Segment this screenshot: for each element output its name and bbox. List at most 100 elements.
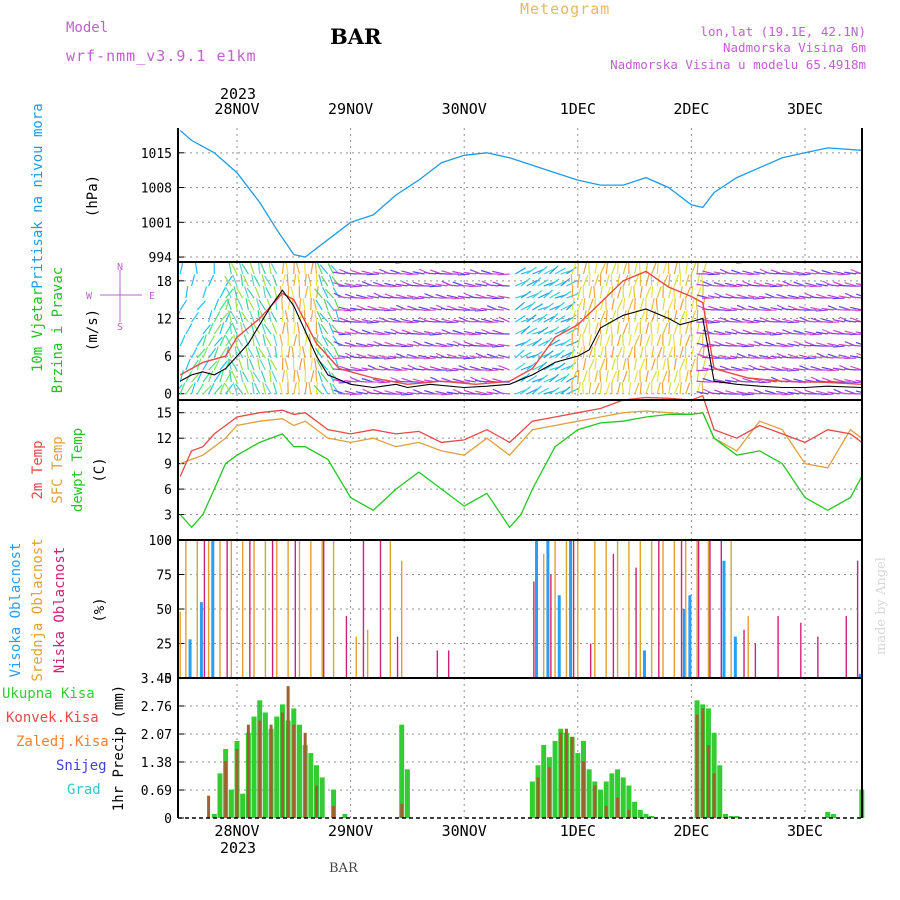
wind-arrow (446, 284, 459, 287)
wind-arrow (554, 267, 566, 275)
top-date-label: 3DEC (787, 100, 823, 118)
wind-arrow (486, 391, 499, 395)
wind-arrow (775, 331, 789, 335)
precip-conv-bar (706, 744, 710, 818)
wind-arrow (257, 358, 261, 371)
wind-arrow (526, 340, 538, 347)
wind-arrow (469, 333, 482, 336)
wind-arrow (668, 346, 674, 359)
wind-arrow (324, 337, 334, 347)
wind-arrow (627, 357, 630, 371)
wind-arrow (707, 284, 720, 287)
wind-arrow (827, 332, 840, 335)
wind-arrow (707, 295, 720, 299)
wind-arrow (798, 392, 811, 395)
wind-arrow (315, 369, 318, 383)
wind-arrow (582, 322, 589, 335)
wind-arrow (730, 296, 743, 299)
wind-arrow (284, 358, 289, 371)
wind-arrow (702, 270, 715, 275)
wind-arrow (662, 298, 666, 311)
wind-arrow (384, 331, 397, 335)
wind-arrow (213, 346, 219, 359)
wind-arrow (776, 283, 789, 287)
wind-arrow (344, 320, 357, 323)
wind-arrow (298, 298, 302, 311)
wind-arrow (367, 343, 380, 347)
wind-arrow (753, 319, 766, 323)
wind-arrow (560, 304, 572, 311)
wind-arrow (572, 250, 574, 262)
wind-arrow (235, 287, 244, 299)
wind-arrow (527, 254, 536, 262)
wind-arrow (764, 330, 777, 335)
wind-arrow (776, 390, 789, 395)
wind-arrow (696, 322, 700, 335)
wind-arrow (246, 287, 255, 299)
wind-arrow (214, 289, 222, 298)
wind-arrow (253, 275, 261, 287)
wind-arrow (605, 357, 608, 371)
wind-arrow (838, 392, 851, 395)
wind-arrow (262, 334, 266, 347)
wind-arrow (179, 370, 184, 383)
wind-arrow (832, 270, 845, 275)
wind-arrow (520, 338, 532, 347)
wind-arrow (228, 310, 232, 323)
wind-arrow (284, 310, 289, 323)
wind-arrow (537, 326, 549, 335)
wind-arrow (327, 252, 334, 262)
wind-arrow (537, 361, 548, 371)
wind-arrow (264, 335, 272, 347)
station-title: BAR (330, 24, 382, 49)
wind-arrow (532, 350, 543, 359)
y-tick-label: 1001 (141, 216, 172, 231)
wind-arrow (308, 382, 312, 395)
wind-arrow (332, 383, 340, 395)
wind-arrow (707, 273, 720, 276)
wind-arrow (581, 381, 585, 395)
wind-arrow (594, 334, 601, 347)
wind-arrow (639, 286, 643, 299)
wind-ylabel-1: 10m Vjetar (30, 288, 46, 372)
wind-arrow (701, 273, 704, 287)
wind-arrow (781, 393, 794, 396)
wind-arrow (753, 330, 766, 335)
precip-conv-bar (332, 805, 336, 818)
wind-arrow (463, 271, 476, 275)
wind-arrow (491, 297, 504, 300)
wind-arrow (245, 298, 249, 311)
y-tick-label: 12 (156, 312, 172, 327)
wind-arrow (526, 388, 538, 395)
credit-watermark: made by Angel (874, 557, 889, 655)
wind-arrow (577, 286, 582, 299)
wind-arrow (628, 321, 631, 335)
wind-arrow (301, 346, 306, 359)
wind-arrow (497, 284, 510, 287)
wind-arrow (202, 286, 208, 299)
wind-arrow (588, 286, 593, 299)
wind-arrow (209, 250, 211, 262)
wind-arrow (288, 250, 290, 262)
wind-arrow (229, 370, 232, 383)
wind-arrow (554, 328, 567, 335)
wind-arrow (611, 370, 618, 383)
wind-arrow (355, 332, 368, 335)
wind-arrow (361, 308, 374, 311)
wind-arrow (838, 354, 851, 359)
wind-arrow (319, 264, 329, 275)
wind-arrow (452, 367, 465, 371)
wind-arrow (246, 250, 248, 262)
wind-arrow (662, 358, 667, 371)
wind-arrow (662, 370, 668, 383)
wind-arrow (254, 334, 261, 347)
elevation-label: Nadmorska Visina 6m (723, 40, 866, 55)
wind-arrow (372, 368, 385, 371)
wind-arrow (702, 318, 715, 323)
wind-arrow (498, 364, 510, 371)
wind-arrow (531, 277, 542, 287)
wind-arrow (849, 344, 862, 347)
wind-arrow (560, 290, 572, 299)
